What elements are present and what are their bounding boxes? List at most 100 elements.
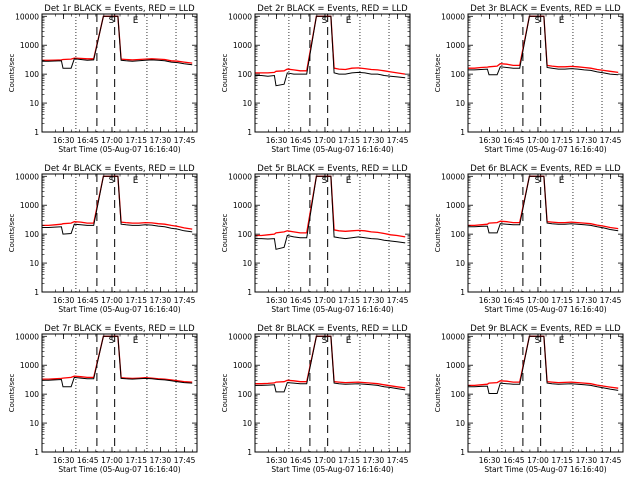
x-tick-label: 17:00 xyxy=(314,296,336,305)
plot-frame xyxy=(467,13,624,133)
y-tick-label: 1 xyxy=(34,288,39,297)
y-tick-label: 100 xyxy=(25,230,40,239)
marker-e: E xyxy=(346,16,352,26)
x-tick-label: 17:00 xyxy=(527,136,549,145)
plot-frame xyxy=(41,13,198,133)
series-events-line xyxy=(255,175,406,250)
y-tick-label: 1000 xyxy=(446,361,465,370)
x-tick-label: 17:30 xyxy=(576,296,598,305)
series-lld-line xyxy=(42,15,193,64)
x-tick-label: 17:45 xyxy=(174,456,196,465)
y-tick-label: 10000 xyxy=(441,12,465,21)
y-tick-label: 10 xyxy=(29,419,39,428)
y-tick-label: 100 xyxy=(25,390,40,399)
y-tick-label: 10 xyxy=(455,259,465,268)
series-lld-line xyxy=(42,175,193,230)
detector-panel-7: Det 7r BLACK = Events, RED = LLD S E 1 10 100… xyxy=(8,324,198,474)
marker-e: E xyxy=(559,176,565,186)
y-axis-label: Counts/sec xyxy=(434,54,442,93)
panel-title: Det 8r BLACK = Events, RED = LLD xyxy=(257,324,408,334)
series-lld-line xyxy=(42,335,193,383)
plot-frame xyxy=(41,173,198,293)
x-tick-label: 17:45 xyxy=(387,296,409,305)
x-tick-label: 17:00 xyxy=(101,136,123,145)
marker-s: S xyxy=(322,176,328,186)
panel-title: Det 2r BLACK = Events, RED = LLD xyxy=(257,4,408,14)
x-tick-label: 17:30 xyxy=(363,296,385,305)
y-tick-label: 100 xyxy=(238,70,253,79)
marker-e: E xyxy=(133,176,139,186)
x-axis-label: Start Time (05-Aug-07 16:16:40) xyxy=(271,465,393,474)
x-tick-label: 17:45 xyxy=(174,296,196,305)
y-tick-label: 1 xyxy=(247,128,252,137)
panel-title: Det 9r BLACK = Events, RED = LLD xyxy=(470,324,621,334)
plot-frame xyxy=(41,333,198,453)
y-tick-label: 10 xyxy=(455,99,465,108)
y-tick-label: 100 xyxy=(238,390,253,399)
x-tick-label: 16:30 xyxy=(266,136,288,145)
x-tick-label: 17:30 xyxy=(150,136,172,145)
x-tick-label: 17:00 xyxy=(314,456,336,465)
x-axis-label: Start Time (05-Aug-07 16:16:40) xyxy=(58,465,180,474)
marker-s: S xyxy=(109,176,115,186)
x-tick-label: 17:30 xyxy=(363,456,385,465)
y-tick-label: 10 xyxy=(242,419,252,428)
x-axis-label: Start Time (05-Aug-07 16:16:40) xyxy=(271,305,393,314)
plot-frame xyxy=(254,13,411,133)
x-tick-label: 17:00 xyxy=(101,456,123,465)
y-tick-label: 1 xyxy=(247,448,252,457)
y-tick-label: 1000 xyxy=(446,201,465,210)
x-tick-label: 17:30 xyxy=(576,136,598,145)
series-lld-line xyxy=(255,15,406,75)
y-axis-label: Counts/sec xyxy=(434,374,442,413)
y-tick-label: 1 xyxy=(34,448,39,457)
x-tick-label: 16:45 xyxy=(290,136,312,145)
y-tick-label: 10 xyxy=(455,419,465,428)
x-tick-label: 16:45 xyxy=(503,456,525,465)
x-tick-label: 16:45 xyxy=(290,296,312,305)
x-axis-label: Start Time (05-Aug-07 16:16:40) xyxy=(58,145,180,154)
detector-panel-1: Det 1r BLACK = Events, RED = LLD S E 1 10 100… xyxy=(8,4,198,154)
x-tick-label: 17:15 xyxy=(125,296,147,305)
x-tick-label: 17:15 xyxy=(551,296,573,305)
detector-panel-9: Det 9r BLACK = Events, RED = LLD S E 1 10 100… xyxy=(434,324,624,474)
x-tick-label: 16:45 xyxy=(503,296,525,305)
x-tick-label: 16:30 xyxy=(479,296,501,305)
x-tick-label: 16:30 xyxy=(266,296,288,305)
series-lld-line xyxy=(255,335,406,389)
y-tick-label: 10000 xyxy=(15,332,39,341)
detector-panel-5: Det 5r BLACK = Events, RED = LLD S E 1 10 100… xyxy=(221,164,411,314)
series-lld-line xyxy=(468,15,619,74)
y-tick-label: 100 xyxy=(25,70,40,79)
series-lld-line xyxy=(468,175,619,230)
y-tick-label: 1 xyxy=(34,128,39,137)
panel-title: Det 1r BLACK = Events, RED = LLD xyxy=(44,4,195,14)
series-lld-line xyxy=(468,335,619,389)
y-tick-label: 10000 xyxy=(441,172,465,181)
y-tick-label: 10000 xyxy=(228,332,252,341)
x-tick-label: 17:15 xyxy=(338,136,360,145)
detector-panel-6: Det 6r BLACK = Events, RED = LLD S E 1 10 100… xyxy=(434,164,624,314)
series-events-line xyxy=(42,175,193,235)
panel-title: Det 6r BLACK = Events, RED = LLD xyxy=(470,164,621,174)
x-axis-label: Start Time (05-Aug-07 16:16:40) xyxy=(58,305,180,314)
y-tick-label: 1 xyxy=(247,288,252,297)
series-events-line xyxy=(42,15,193,69)
panel-title: Det 4r BLACK = Events, RED = LLD xyxy=(44,164,195,174)
panel-title: Det 5r BLACK = Events, RED = LLD xyxy=(257,164,408,174)
series-events-line xyxy=(468,175,619,234)
y-tick-label: 100 xyxy=(451,390,466,399)
series-lld-line xyxy=(255,175,406,238)
x-tick-label: 17:45 xyxy=(174,136,196,145)
y-tick-label: 10 xyxy=(242,99,252,108)
y-tick-label: 100 xyxy=(238,230,253,239)
x-tick-label: 16:45 xyxy=(77,456,99,465)
marker-e: E xyxy=(559,336,565,346)
x-tick-label: 17:15 xyxy=(551,456,573,465)
x-axis-label: Start Time (05-Aug-07 16:16:40) xyxy=(484,145,606,154)
y-tick-label: 1000 xyxy=(20,41,39,50)
x-tick-label: 17:15 xyxy=(338,456,360,465)
y-tick-label: 10 xyxy=(29,259,39,268)
y-axis-label: Counts/sec xyxy=(8,374,16,413)
detector-panel-8: Det 8r BLACK = Events, RED = LLD S E 1 10 100… xyxy=(221,324,411,474)
